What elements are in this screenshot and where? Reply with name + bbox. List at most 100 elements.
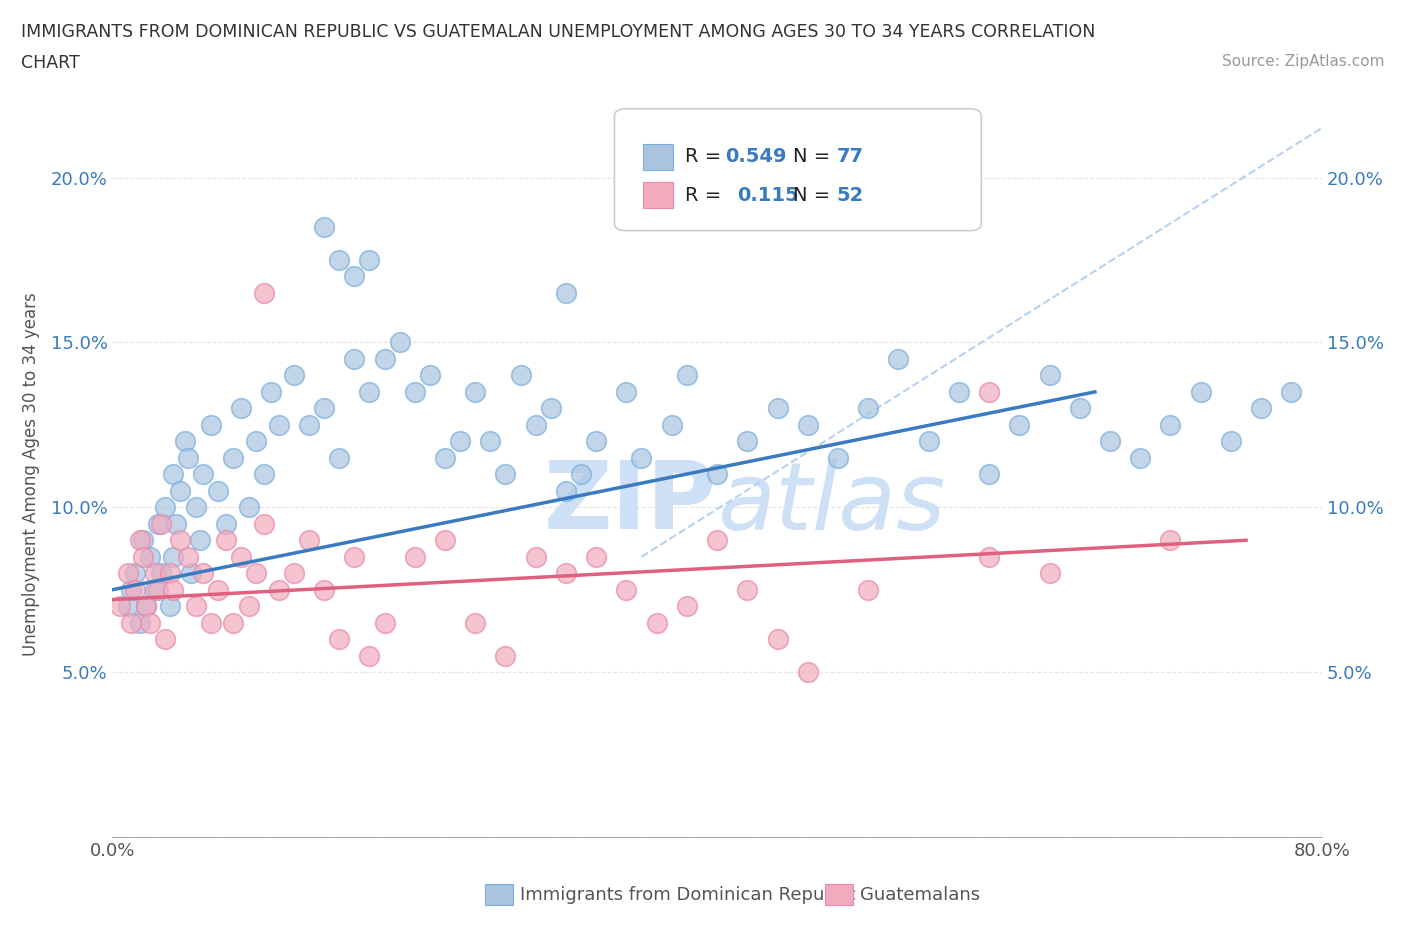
Point (298, 533, 321, 548)
Point (858, 582, 880, 597)
Point (1008, 418, 1031, 432)
Point (180, 565, 202, 580)
Point (1099, 434, 1122, 449)
Point (343, 269, 366, 284)
Point (827, 450, 849, 465)
Point (174, 434, 197, 449)
Point (238, 499, 260, 514)
Point (616, 384, 638, 399)
Text: ZIP: ZIP (544, 458, 717, 550)
Point (159, 599, 181, 614)
Point (207, 484, 229, 498)
Point (374, 616, 396, 631)
Point (135, 599, 157, 614)
Point (979, 550, 1001, 565)
Point (434, 533, 457, 548)
Point (554, 565, 576, 580)
Point (200, 418, 222, 432)
Point (1159, 418, 1181, 432)
Point (434, 450, 457, 465)
Point (188, 533, 211, 548)
Text: CHART: CHART (21, 54, 80, 72)
Point (245, 434, 267, 449)
Point (524, 418, 547, 432)
Point (207, 582, 229, 597)
Point (215, 516, 238, 531)
Point (359, 648, 381, 663)
Point (540, 401, 562, 416)
Point (143, 565, 166, 580)
Point (314, 582, 336, 597)
Point (979, 467, 1001, 482)
Point (328, 450, 350, 465)
Point (229, 550, 252, 565)
Point (569, 467, 592, 482)
Point (918, 434, 941, 449)
Point (464, 384, 486, 399)
Y-axis label: Unemployment Among Ages 30 to 34 years: Unemployment Among Ages 30 to 34 years (21, 292, 39, 657)
Point (260, 384, 283, 399)
Point (524, 550, 547, 565)
Point (1129, 450, 1152, 465)
Point (1189, 384, 1212, 399)
Point (509, 368, 531, 383)
Point (149, 516, 172, 531)
Point (135, 599, 157, 614)
Point (139, 550, 162, 565)
Point (343, 352, 366, 366)
Point (191, 565, 215, 580)
Text: Immigrants from Dominican Republic: Immigrants from Dominican Republic (520, 885, 856, 904)
Point (165, 516, 187, 531)
Point (1159, 533, 1181, 548)
Point (120, 616, 142, 631)
Point (359, 384, 381, 399)
Point (169, 533, 191, 548)
Point (177, 450, 200, 465)
Point (128, 616, 150, 631)
Point (177, 550, 200, 565)
Point (343, 550, 366, 565)
Point (155, 499, 177, 514)
Point (128, 533, 150, 548)
Point (184, 599, 207, 614)
Text: 77: 77 (837, 147, 863, 166)
Point (661, 418, 683, 432)
Point (162, 550, 184, 565)
Text: 0.115: 0.115 (737, 186, 799, 205)
Point (253, 286, 276, 300)
Point (253, 516, 276, 531)
Text: atlas: atlas (717, 458, 945, 549)
Point (267, 418, 290, 432)
Point (253, 467, 276, 482)
Point (495, 467, 517, 482)
Point (585, 550, 607, 565)
Point (159, 565, 181, 580)
Point (616, 582, 638, 597)
Text: R =: R = (685, 186, 734, 205)
Point (495, 648, 517, 663)
Point (328, 631, 350, 646)
Point (117, 599, 139, 614)
Point (229, 401, 252, 416)
Point (449, 434, 471, 449)
Point (554, 286, 576, 300)
Point (314, 219, 336, 234)
Point (132, 533, 155, 548)
Point (887, 352, 910, 366)
Point (464, 616, 486, 631)
Point (1038, 565, 1062, 580)
Point (169, 484, 191, 498)
Point (1069, 401, 1091, 416)
Point (222, 616, 245, 631)
Point (404, 550, 426, 565)
Text: Source: ZipAtlas.com: Source: ZipAtlas.com (1222, 54, 1385, 69)
Point (737, 434, 759, 449)
Point (149, 565, 172, 580)
Point (1250, 401, 1272, 416)
Point (215, 533, 238, 548)
Point (132, 550, 155, 565)
Point (191, 467, 215, 482)
Point (1220, 434, 1243, 449)
Point (117, 565, 139, 580)
Point (146, 516, 169, 531)
